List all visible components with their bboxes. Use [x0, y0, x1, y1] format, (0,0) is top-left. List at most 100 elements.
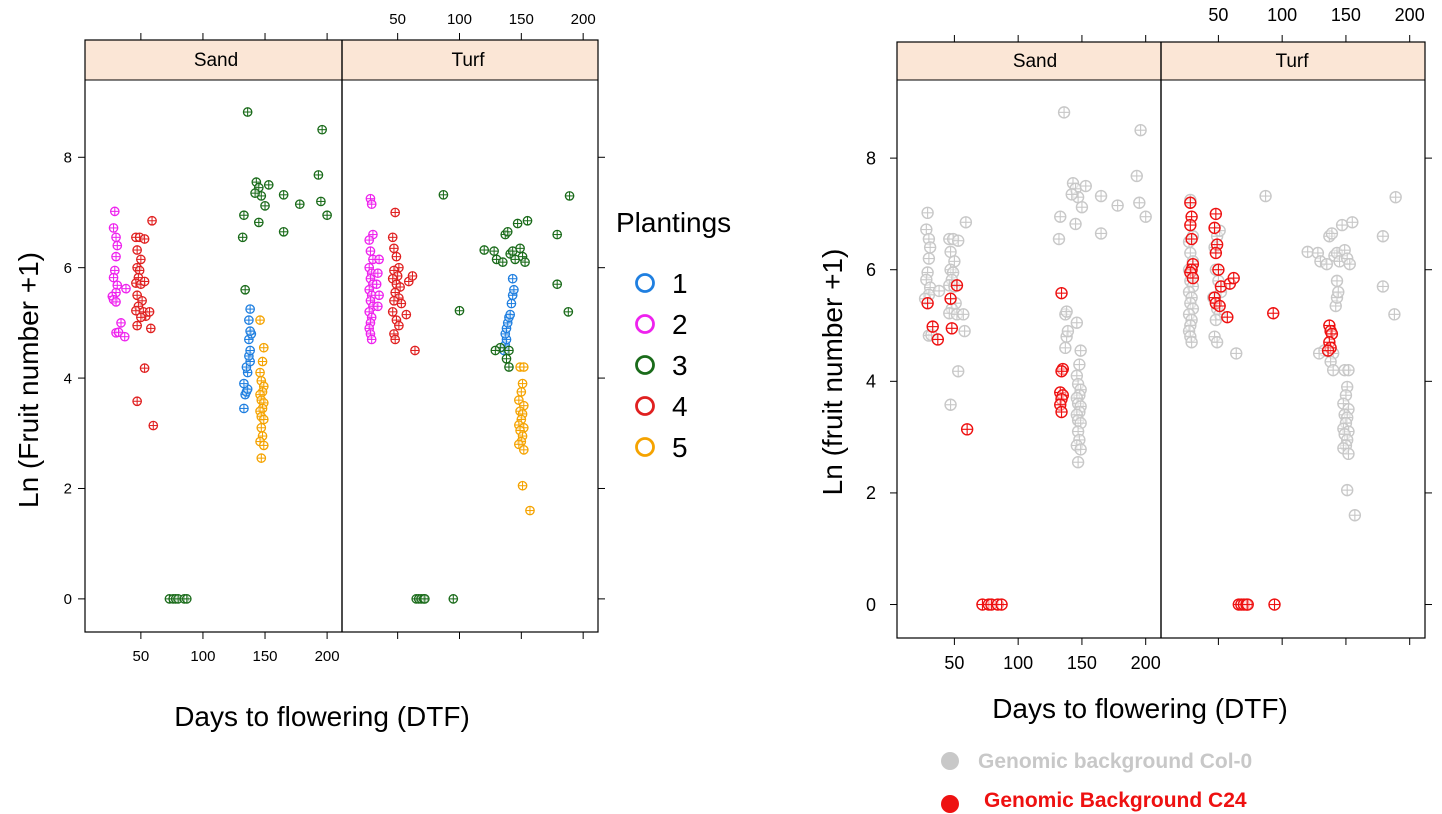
data-point	[1346, 216, 1359, 229]
data-point	[1075, 201, 1089, 214]
data-point	[136, 312, 146, 323]
legend-marker-col0	[941, 752, 959, 770]
data-point	[1320, 257, 1333, 271]
data-point	[1221, 310, 1234, 324]
data-point	[563, 306, 574, 317]
y-tick-label: 0	[866, 595, 876, 615]
y-tick-label: 6	[64, 260, 72, 277]
data-point	[1332, 285, 1345, 299]
data-point	[944, 292, 957, 305]
legend-marker	[635, 396, 655, 416]
data-point	[256, 453, 267, 463]
data-point	[1209, 207, 1223, 221]
data-point	[407, 271, 418, 281]
data-point	[108, 223, 119, 233]
x-tick-label: 200	[1131, 653, 1161, 673]
data-point	[552, 229, 563, 240]
legend-marker	[635, 314, 655, 334]
data-point	[1185, 232, 1198, 246]
data-point	[564, 191, 575, 201]
data-point	[263, 180, 274, 190]
data-point	[294, 199, 305, 210]
data-point	[389, 243, 399, 254]
data-point	[374, 254, 384, 265]
data-point	[239, 403, 249, 414]
data-point	[390, 334, 401, 345]
x-tick-label-top: 100	[1267, 5, 1297, 25]
data-point	[365, 246, 376, 256]
data-point	[932, 284, 946, 298]
data-point	[1227, 271, 1240, 285]
data-point	[1325, 227, 1339, 240]
data-point	[921, 206, 934, 220]
data-point	[139, 276, 150, 287]
data-point	[137, 295, 147, 306]
data-point	[1071, 456, 1085, 469]
data-point	[1070, 316, 1084, 329]
x-tick-label-top: 50	[1208, 5, 1228, 25]
data-point	[1059, 341, 1072, 355]
data-point	[1267, 307, 1280, 320]
data-point	[1210, 336, 1224, 349]
legend-label: 2	[672, 309, 688, 340]
data-point	[510, 254, 520, 265]
data-point	[373, 268, 383, 279]
scatter-points	[107, 107, 575, 604]
x-tick-label: 50	[944, 653, 964, 673]
data-point	[258, 342, 269, 353]
data-point	[1241, 598, 1254, 611]
data-point	[1074, 443, 1087, 456]
data-point	[239, 378, 249, 389]
data-point	[1268, 598, 1281, 611]
data-point	[1209, 313, 1223, 327]
y-tick-label: 4	[64, 370, 72, 387]
data-point	[512, 218, 523, 229]
data-point	[396, 298, 407, 309]
data-point	[374, 290, 384, 301]
data-point	[479, 245, 490, 255]
data-point	[501, 353, 512, 364]
data-point	[1342, 363, 1355, 377]
data-point	[394, 320, 404, 331]
chart-plantings: Sand Turf 0 2 4 6 8 50 50 100 100 150 150 200 200 Da…	[13, 11, 731, 732]
data-point	[944, 398, 957, 411]
data-point	[1335, 218, 1349, 232]
data-point	[1052, 232, 1066, 246]
data-point	[1139, 210, 1152, 223]
data-point	[111, 251, 121, 262]
data-point	[1073, 358, 1086, 371]
data-point	[253, 217, 264, 228]
data-point	[518, 444, 529, 455]
x-tick-label-top: 50	[389, 11, 406, 28]
data-point	[366, 199, 377, 210]
y-tick-label: 6	[866, 260, 876, 280]
data-point	[391, 251, 402, 262]
data-point	[926, 320, 939, 333]
data-point	[278, 189, 289, 200]
data-point	[145, 323, 156, 334]
x-tick-label: 150	[253, 648, 278, 665]
data-point	[390, 207, 401, 218]
data-point	[387, 306, 398, 317]
legend-marker	[635, 355, 655, 375]
data-point	[1341, 483, 1354, 497]
data-point	[111, 297, 121, 307]
data-point	[931, 333, 945, 346]
x-tick-label-top: 100	[447, 11, 472, 28]
data-point	[448, 594, 459, 604]
data-point	[132, 396, 142, 407]
data-point	[1376, 280, 1390, 293]
data-point	[1055, 365, 1068, 378]
data-point	[1212, 263, 1225, 276]
data-point	[410, 345, 420, 356]
data-point	[317, 124, 327, 135]
data-point	[945, 322, 959, 335]
x-axis-label: Days to flowering (DTF)	[992, 693, 1288, 724]
data-point	[1185, 336, 1198, 349]
legend-marker-c24	[941, 795, 959, 813]
data-point	[506, 298, 517, 309]
data-point	[121, 283, 131, 294]
data-point	[1060, 305, 1073, 318]
data-point	[959, 216, 973, 229]
